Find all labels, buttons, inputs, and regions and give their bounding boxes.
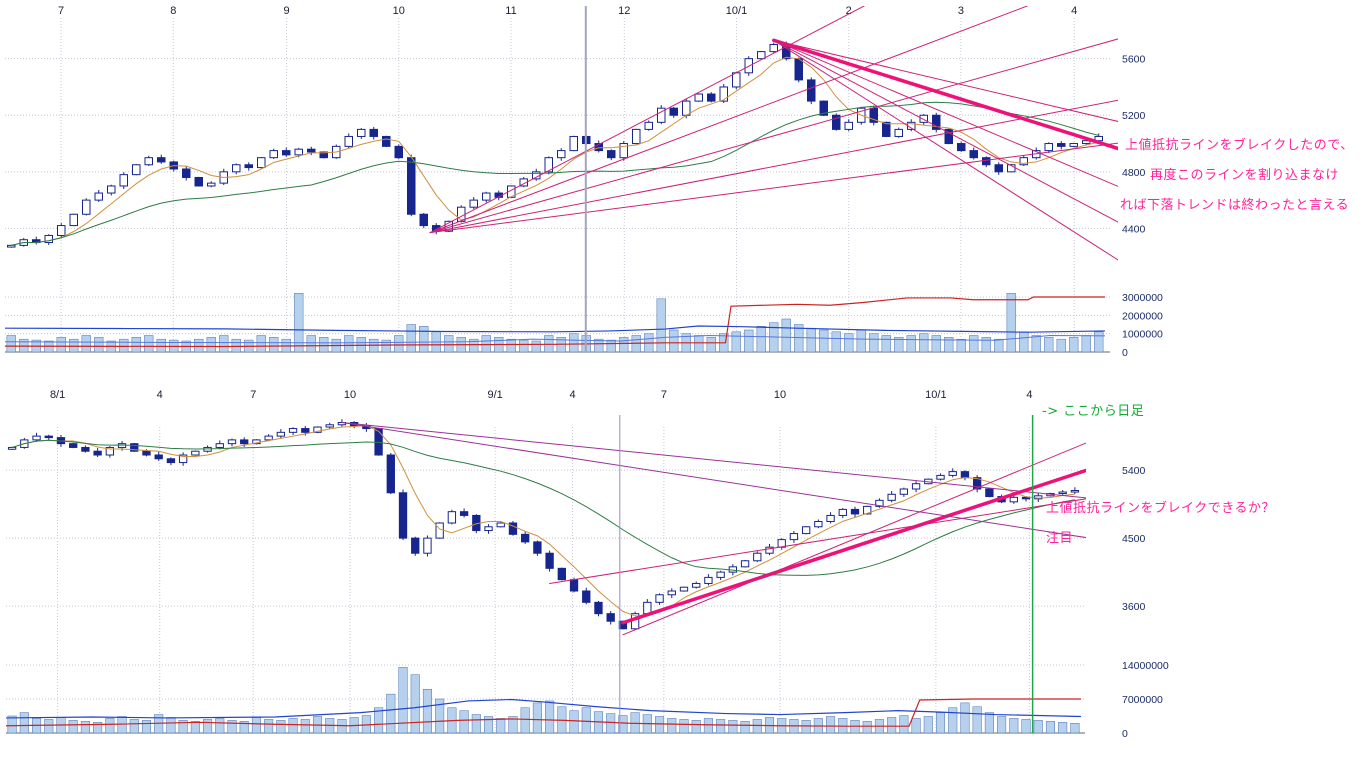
annotation-attention-label: 注目 <box>1046 531 1074 546</box>
svg-text:7: 7 <box>250 389 256 401</box>
annotation-breakout-question: 上値抵抗ラインをブレイクできるか？ <box>1046 501 1275 516</box>
svg-text:2: 2 <box>846 5 852 17</box>
annotation-breakout-note-line1: 上値抵抗ラインをブレイクしたので、 <box>1125 138 1354 153</box>
svg-text:0: 0 <box>1122 728 1128 740</box>
svg-text:5600: 5600 <box>1122 54 1146 66</box>
svg-text:1000000: 1000000 <box>1122 329 1163 341</box>
svg-text:5400: 5400 <box>1122 465 1146 477</box>
svg-text:14000000: 14000000 <box>1122 660 1169 672</box>
svg-text:4500: 4500 <box>1122 533 1146 545</box>
svg-text:4: 4 <box>157 389 163 401</box>
daily-candlestick-chart[interactable]: 8/1 4 7 10 9/1 4 7 10 10/1 4 5400 4500 3600 14000000 7… <box>0 386 1366 758</box>
svg-text:5200: 5200 <box>1122 110 1146 122</box>
svg-text:3: 3 <box>958 5 964 17</box>
annotation-breakout-note-line2: 再度このラインを割り込まなけ <box>1150 168 1340 183</box>
svg-text:7000000: 7000000 <box>1122 694 1163 706</box>
svg-text:7: 7 <box>58 5 64 17</box>
svg-text:11: 11 <box>505 5 516 17</box>
svg-text:9: 9 <box>284 5 290 17</box>
svg-text:10/1: 10/1 <box>925 389 946 401</box>
svg-text:10: 10 <box>344 389 356 401</box>
svg-text:10: 10 <box>393 5 405 17</box>
svg-text:3000000: 3000000 <box>1122 292 1163 304</box>
svg-text:2000000: 2000000 <box>1122 310 1163 322</box>
svg-text:10/1: 10/1 <box>726 5 747 17</box>
svg-text:8: 8 <box>170 5 176 17</box>
svg-text:4: 4 <box>1071 5 1077 17</box>
svg-text:0: 0 <box>1122 347 1128 359</box>
svg-text:4800: 4800 <box>1122 167 1146 179</box>
svg-text:4: 4 <box>569 389 575 401</box>
svg-text:3600: 3600 <box>1122 601 1146 613</box>
svg-text:7: 7 <box>661 389 667 401</box>
daily-chart-section: 8/1 4 7 10 9/1 4 7 10 10/1 4 5400 4500 3600 14000000 7… <box>0 386 1366 758</box>
svg-text:4400: 4400 <box>1122 223 1146 235</box>
svg-text:8/1: 8/1 <box>50 389 65 401</box>
svg-text:9/1: 9/1 <box>487 389 502 401</box>
annotation-breakout-note-line3: れば下落トレンドは終わったと言える <box>1120 198 1350 213</box>
svg-text:4: 4 <box>1026 389 1032 401</box>
svg-text:12: 12 <box>618 5 630 17</box>
weekly-candlestick-chart[interactable]: 7 8 9 10 11 12 10/1 2 3 4 5600 5200 4800 4400 3000000 2… <box>0 0 1366 372</box>
weekly-chart-section: 7 8 9 10 11 12 10/1 2 3 4 5600 5200 4800 4400 3000000 2… <box>0 0 1366 372</box>
svg-text:10: 10 <box>774 389 786 401</box>
annotation-daily-start-note: -> ここから日足 <box>1042 404 1145 419</box>
